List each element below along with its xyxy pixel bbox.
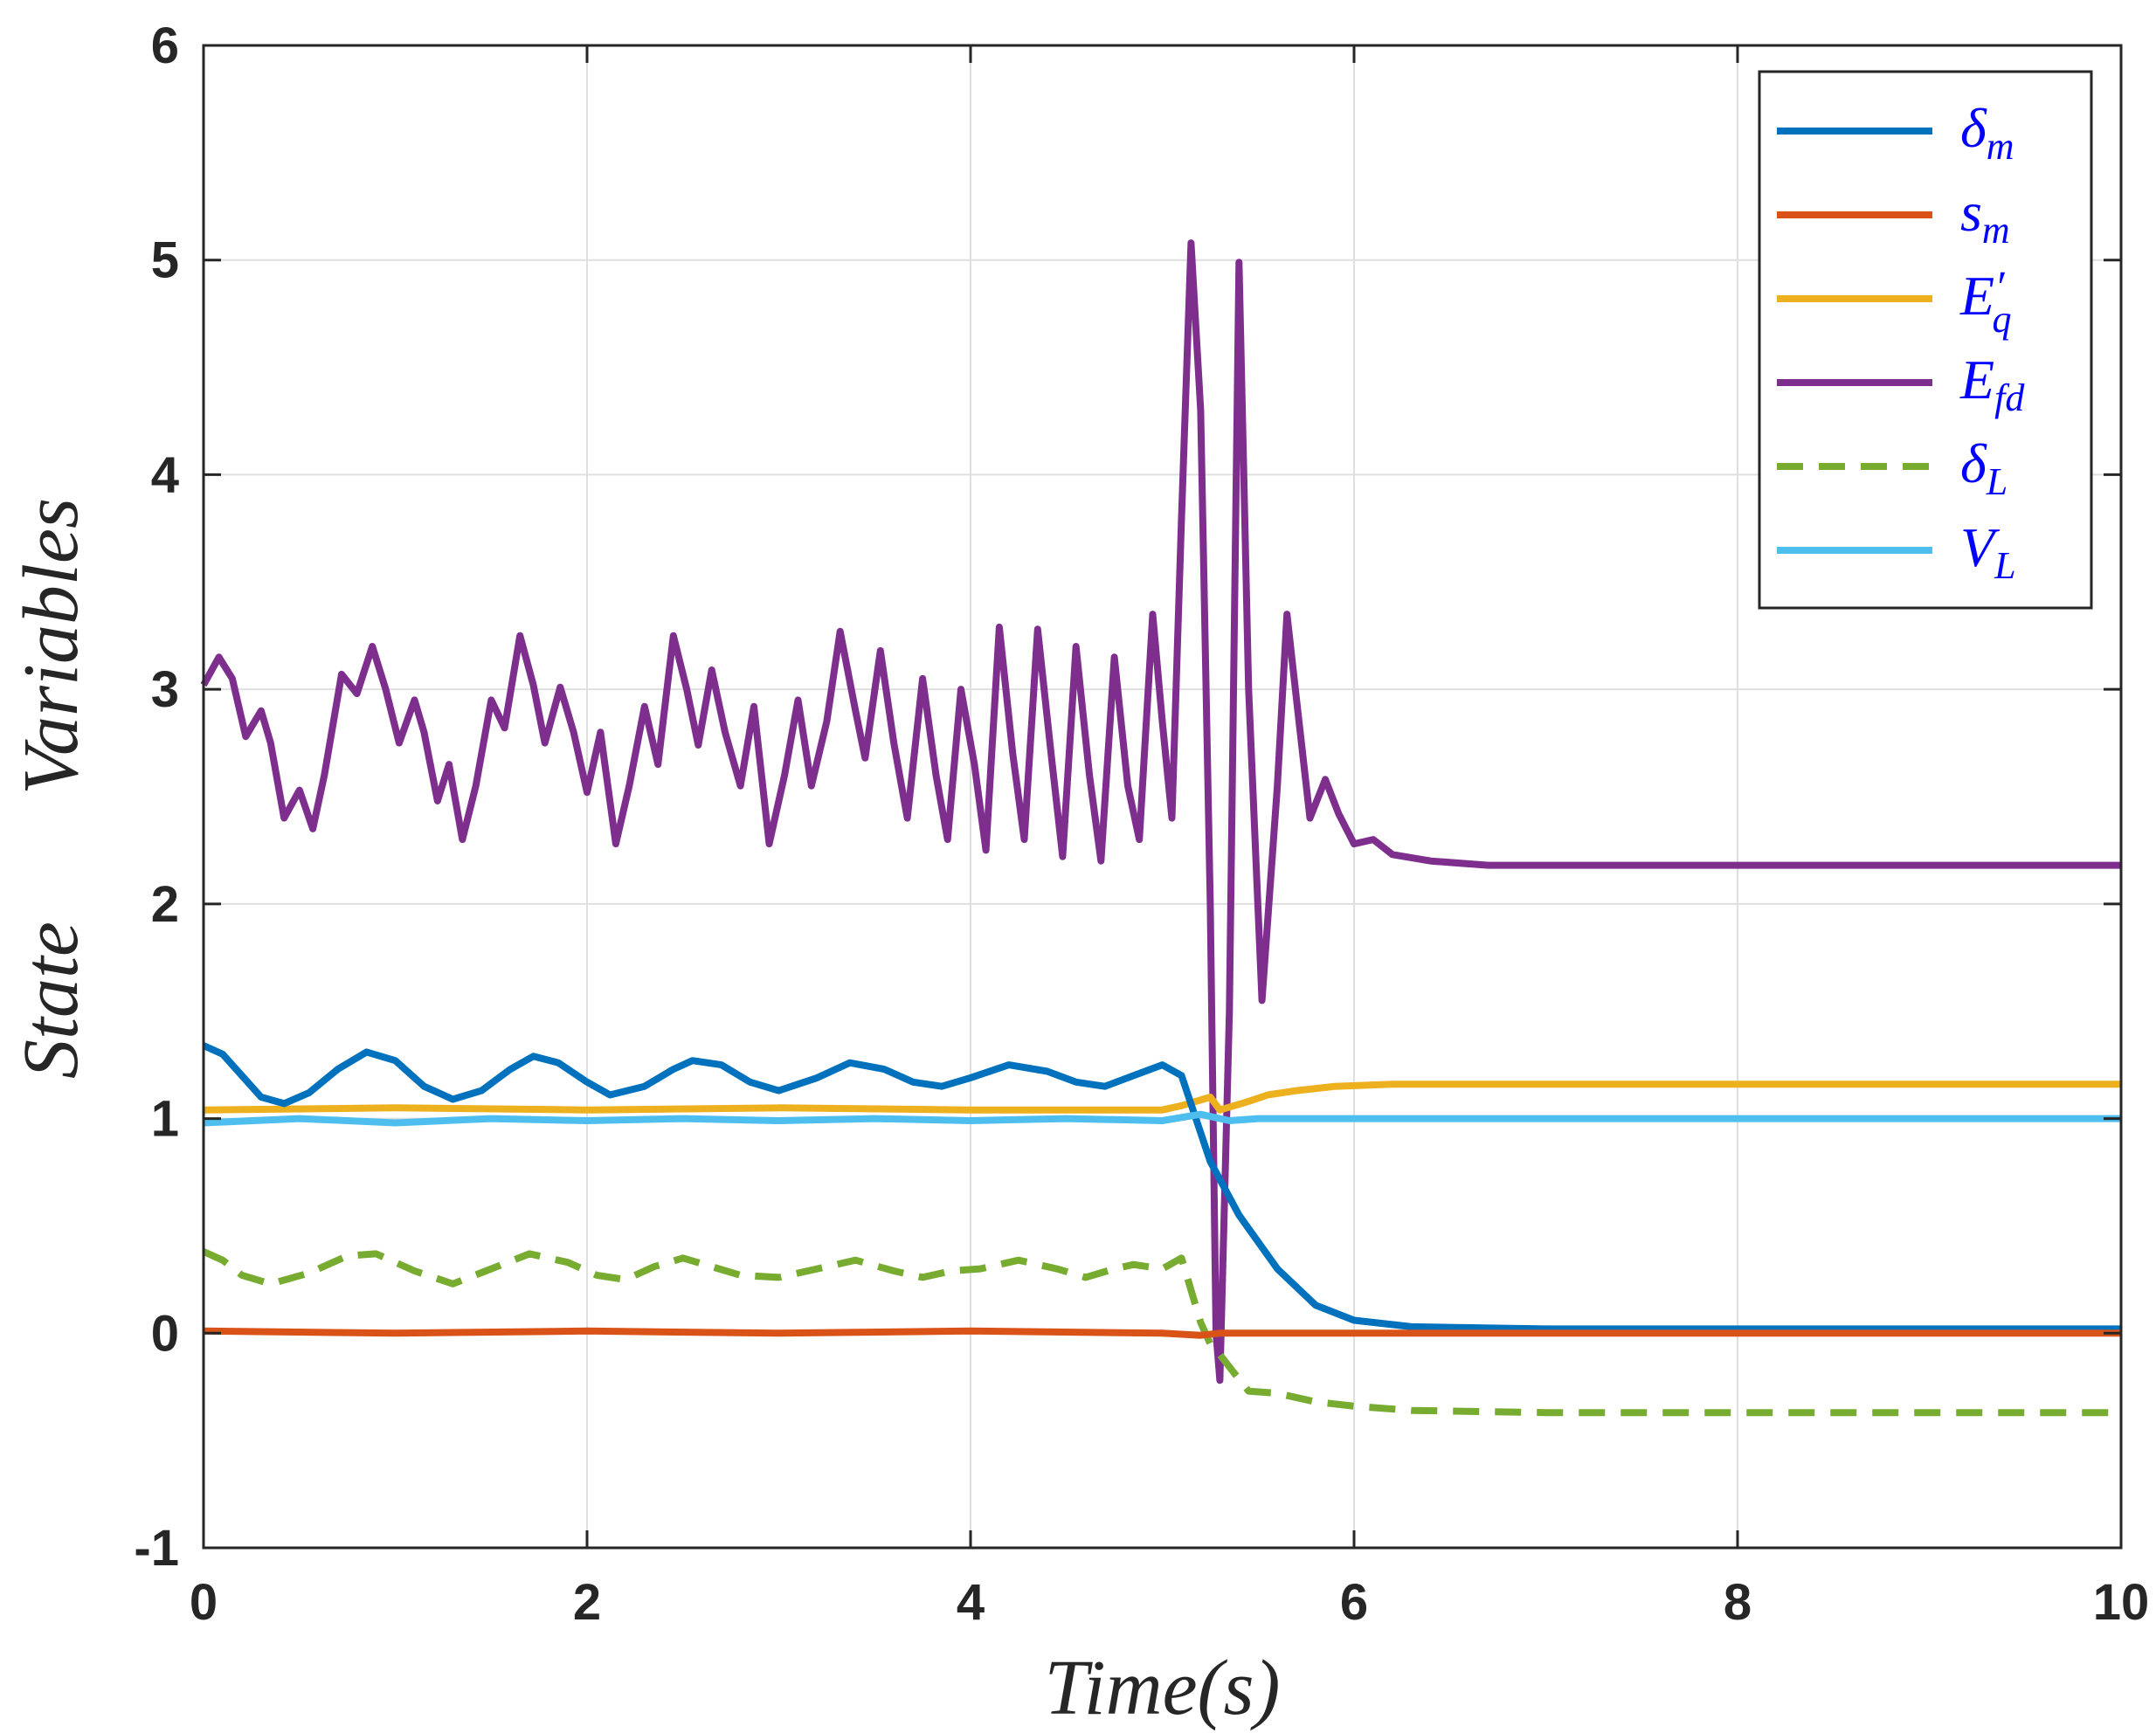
legend-label-1: sm (1960, 181, 2010, 252)
y-axis-label-word-1: State (8, 922, 94, 1079)
legend-label-3: Efd (1959, 349, 2025, 419)
x-tick-label: 0 (190, 1574, 218, 1631)
series-line-3 (200, 239, 2121, 1384)
y-axis-label-word-2: Variables (8, 498, 94, 795)
plot-frame (202, 44, 2123, 1550)
y-tick-label: 2 (151, 876, 179, 933)
y-axis-label: State Variables (8, 498, 94, 1079)
series-line-2 (203, 1081, 2121, 1114)
legend: δm sm E′ q Efd δL VL (1758, 70, 2093, 610)
x-tick-label: 2 (573, 1574, 601, 1631)
y-tick-label: 5 (151, 232, 179, 289)
y-tick-label: -1 (134, 1520, 179, 1577)
x-tick-label: 4 (957, 1574, 985, 1631)
legend-label-4: δL (1960, 432, 2007, 503)
y-tick-label: 1 (151, 1091, 179, 1148)
y-tick-label: 3 (151, 661, 179, 718)
y-tick-label: 0 (151, 1305, 179, 1362)
x-tick-label: 10 (2093, 1574, 2150, 1631)
series-line-5 (203, 1110, 2121, 1127)
series-lines (200, 239, 2121, 1417)
x-tick-label: 8 (1724, 1574, 1752, 1631)
x-axis-label: Time(s) (1045, 1645, 1281, 1731)
series-line-1 (203, 1327, 2121, 1339)
y-tick-label: 6 (151, 17, 179, 74)
legend-label-2: E′ q (1959, 263, 2011, 341)
x-tick-label: 6 (1340, 1574, 1368, 1631)
y-tick-label: 4 (151, 446, 179, 503)
legend-label-5: VL (1960, 516, 2016, 587)
legend-box (1758, 70, 2093, 610)
legend-label-0: δm (1960, 97, 2014, 168)
series-line-4 (202, 1248, 2121, 1417)
series-line-0 (202, 1042, 2121, 1333)
